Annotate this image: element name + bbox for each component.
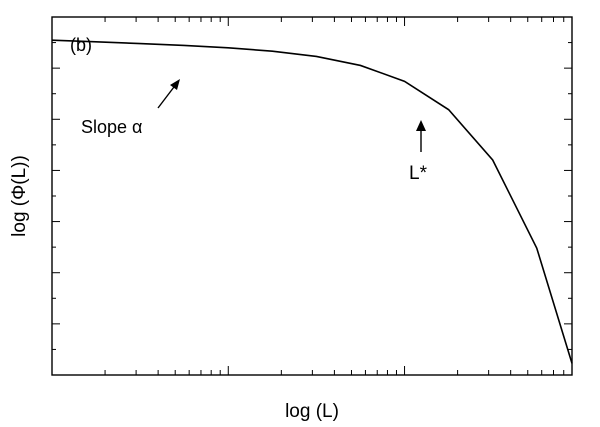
slope-arrow-head (170, 79, 180, 90)
lstar-annotation: L* (409, 163, 428, 184)
panel-label: (b) (70, 35, 92, 55)
lstar-arrow-head (416, 120, 426, 131)
axis-ticks (51, 16, 572, 376)
plot-frame (51, 16, 573, 376)
x-axis-label: log (L) (285, 401, 339, 422)
schechter-curve (51, 39, 573, 364)
slope-annotation: Slope α (81, 117, 142, 137)
y-axis-label: log (Φ(L)) (9, 155, 30, 237)
